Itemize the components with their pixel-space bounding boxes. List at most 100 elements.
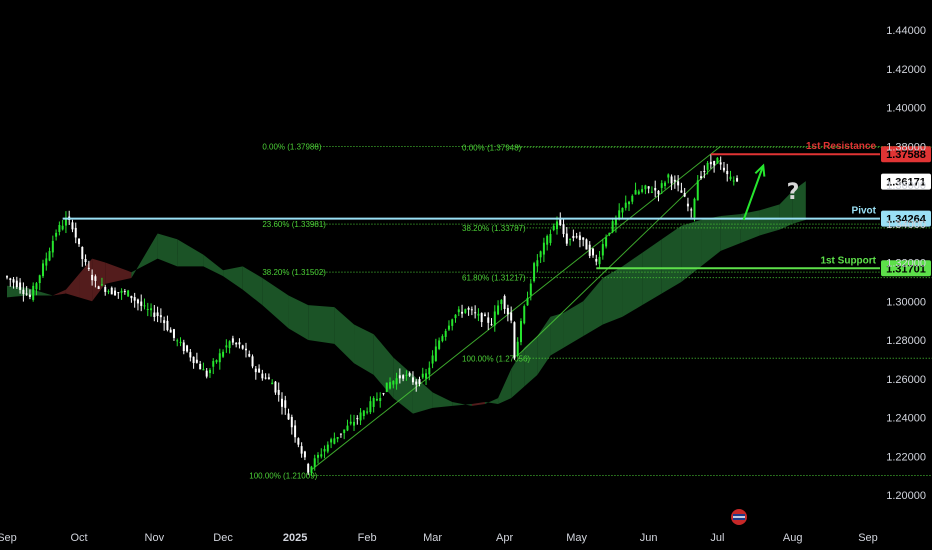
cloud-bull-segment [288,295,309,340]
candle-down [189,352,192,358]
candle-up [58,225,61,232]
candle-up [519,321,522,343]
candle-up [202,369,205,371]
candle-up [372,398,375,407]
x-tick-label: Nov [145,532,165,544]
fib-level-label: 61.80% (1.31217) [462,274,526,283]
candle-down [172,329,175,338]
cloud-bear-segment [105,262,132,284]
y-tick-label: 1.36000 [886,180,926,192]
trend-channel-line [311,145,721,471]
cloud-bull-segment [740,210,760,244]
candle-up [179,341,182,344]
y-tick-label: 1.20000 [886,490,926,502]
candle-down [182,342,185,352]
candle-up [614,217,617,225]
candle-down [726,170,729,175]
cloud-bear-segment [471,402,485,406]
candle-down [657,190,660,195]
cloud-bull-segment [511,347,525,399]
fib-level-label: 100.00% (1.27056) [462,354,530,363]
candle-up [624,202,627,208]
candle-up [457,309,460,313]
candle-down [136,299,139,304]
candle-down [467,307,470,310]
candle-down [461,311,464,314]
y-tick-label: 1.32000 [886,258,926,270]
candle-up [601,244,604,256]
candle-down [402,375,405,379]
candle-down [78,238,81,245]
candle-up [127,290,130,297]
candle-down [300,446,303,454]
question-mark-annotation: ? [787,180,800,205]
cloud-bear-segment [92,258,106,302]
candle-up [605,237,608,247]
candle-up [333,438,336,444]
projection-arrow-line [742,165,765,221]
candle-up [366,411,369,413]
x-tick-label: Aug [783,532,803,544]
candle-up [222,351,225,357]
candle-down [510,312,513,321]
cloud-bull-segment [203,254,224,277]
cloud-bull-segment [759,204,780,236]
candle-up [215,360,218,363]
candle-up [310,466,313,473]
x-tick-label: Mar [423,532,442,544]
candle-down [588,244,591,256]
candle-up [389,382,392,389]
candle-up [516,341,519,357]
cloud-bull-segment [661,225,682,294]
candle-down [104,286,107,292]
level-name-label: 1st Support [820,255,876,266]
candle-up [441,336,444,342]
candle-up [497,305,500,315]
x-tick-label: Dec [213,532,233,544]
candle-down [117,292,120,294]
y-tick-label: 1.22000 [886,451,926,463]
candle-down [411,377,414,383]
candle-down [19,282,22,290]
candle-down [700,176,703,179]
y-tick-label: 1.34000 [886,219,926,231]
candle-down [680,190,683,193]
candle-up [225,345,228,348]
candle-up [42,263,45,277]
candle-down [258,368,261,373]
level-price-label: 1.34264 [886,214,927,226]
level-price-label: 1.31701 [886,263,926,275]
candle-up [706,162,709,170]
candle-down [81,246,84,260]
candle-up [634,190,637,195]
candle-down [15,280,18,288]
candle-down [110,287,113,295]
candle-down [12,279,15,283]
candle-down [28,294,31,297]
candle-up [611,221,614,232]
candle-down [670,176,673,184]
cloud-bull-segment [720,214,741,251]
candle-up [425,373,428,379]
candle-up [451,319,454,326]
candle-up [38,275,41,284]
candle-up [343,429,346,434]
candle-up [428,367,431,375]
level-name-label: 1st Resistance [806,141,876,152]
candle-up [107,291,110,293]
candle-down [506,308,509,315]
cloud-bull-segment [432,392,453,408]
candle-down [153,312,156,317]
candle-up [621,207,624,213]
cloud-bull-segment [701,216,721,267]
candle-up [45,258,48,266]
candle-up [379,398,382,401]
candle-down [303,451,306,458]
candle-down [474,312,477,314]
candle-up [546,235,549,245]
candle-up [375,398,378,401]
cloud-bull-segment [622,252,643,317]
candle-down [6,276,8,278]
